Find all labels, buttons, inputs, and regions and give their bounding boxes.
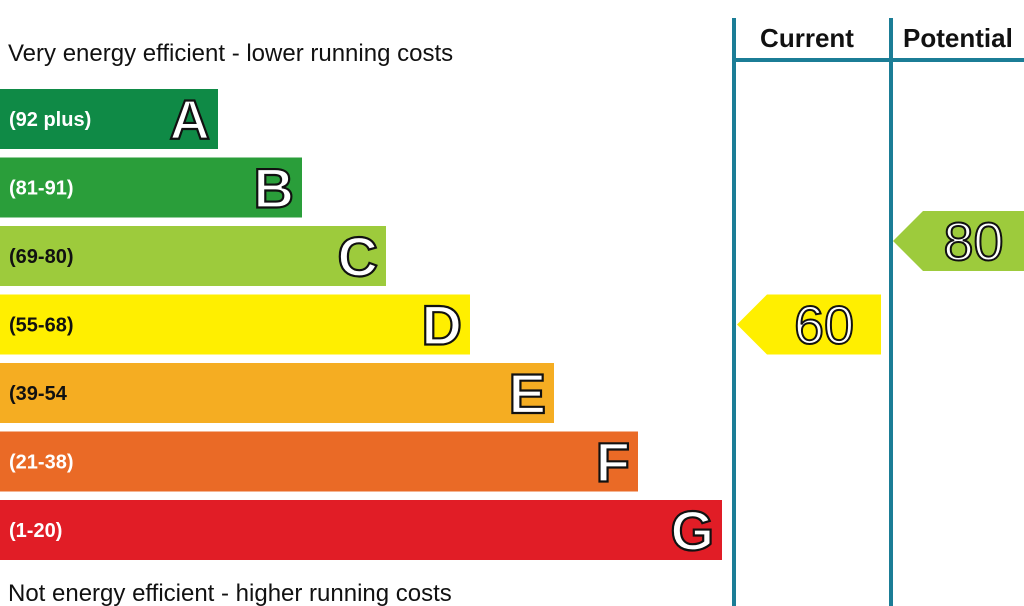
potential-score-shape <box>893 211 1024 271</box>
band-letter: A <box>170 88 210 151</box>
bottom-caption: Not energy efficient - higher running co… <box>8 580 452 606</box>
band-letter: D <box>422 294 462 357</box>
band-letter: E <box>509 362 546 425</box>
band-letter: C <box>338 225 378 288</box>
score-arrows: 60 80 <box>737 211 1024 357</box>
band-range-label: (39-54 <box>9 383 68 405</box>
band-range-label: (81-91) <box>9 178 73 200</box>
band-range-label: (1-20) <box>9 520 62 542</box>
band-e: (39-54 E <box>0 361 554 426</box>
band-range-label: (55-68) <box>9 315 73 337</box>
band-b: (81-91) B <box>0 155 302 221</box>
potential-column-header: Potential <box>903 23 1013 53</box>
band-letter: F <box>596 431 630 494</box>
rating-bands: (92 plus) A(81-91) B(69-80) C(55-68) D(39-54… <box>0 87 722 563</box>
band-d: (55-68) D <box>0 292 470 358</box>
band-bar-d <box>0 294 470 355</box>
potential-score-value: 80 <box>943 212 1003 272</box>
current-score-value: 60 <box>794 296 854 356</box>
band-f: (21-38) F <box>0 429 638 495</box>
current-column-header: Current <box>760 23 854 53</box>
band-range-label: (92 plus) <box>9 109 91 131</box>
band-a: (92 plus) A <box>0 87 218 152</box>
band-letter: G <box>670 499 714 562</box>
band-bar-e <box>0 363 554 423</box>
current-score-shape <box>737 294 881 355</box>
band-c: (69-80) C <box>0 224 386 289</box>
column-dividers <box>732 18 1024 606</box>
band-g: (1-20) G <box>0 498 722 563</box>
band-bar-c <box>0 226 386 286</box>
band-bar-f <box>0 431 638 492</box>
band-bar-g <box>0 500 722 560</box>
band-bar-a <box>0 89 218 149</box>
band-range-label: (21-38) <box>9 452 73 474</box>
top-caption: Very energy efficient - lower running co… <box>8 40 453 67</box>
band-range-label: (69-80) <box>9 246 73 268</box>
potential-score-arrow: 80 <box>893 211 1024 273</box>
current-score-arrow: 60 <box>737 294 881 357</box>
band-letter: B <box>254 157 294 220</box>
band-bar-b <box>0 157 302 218</box>
